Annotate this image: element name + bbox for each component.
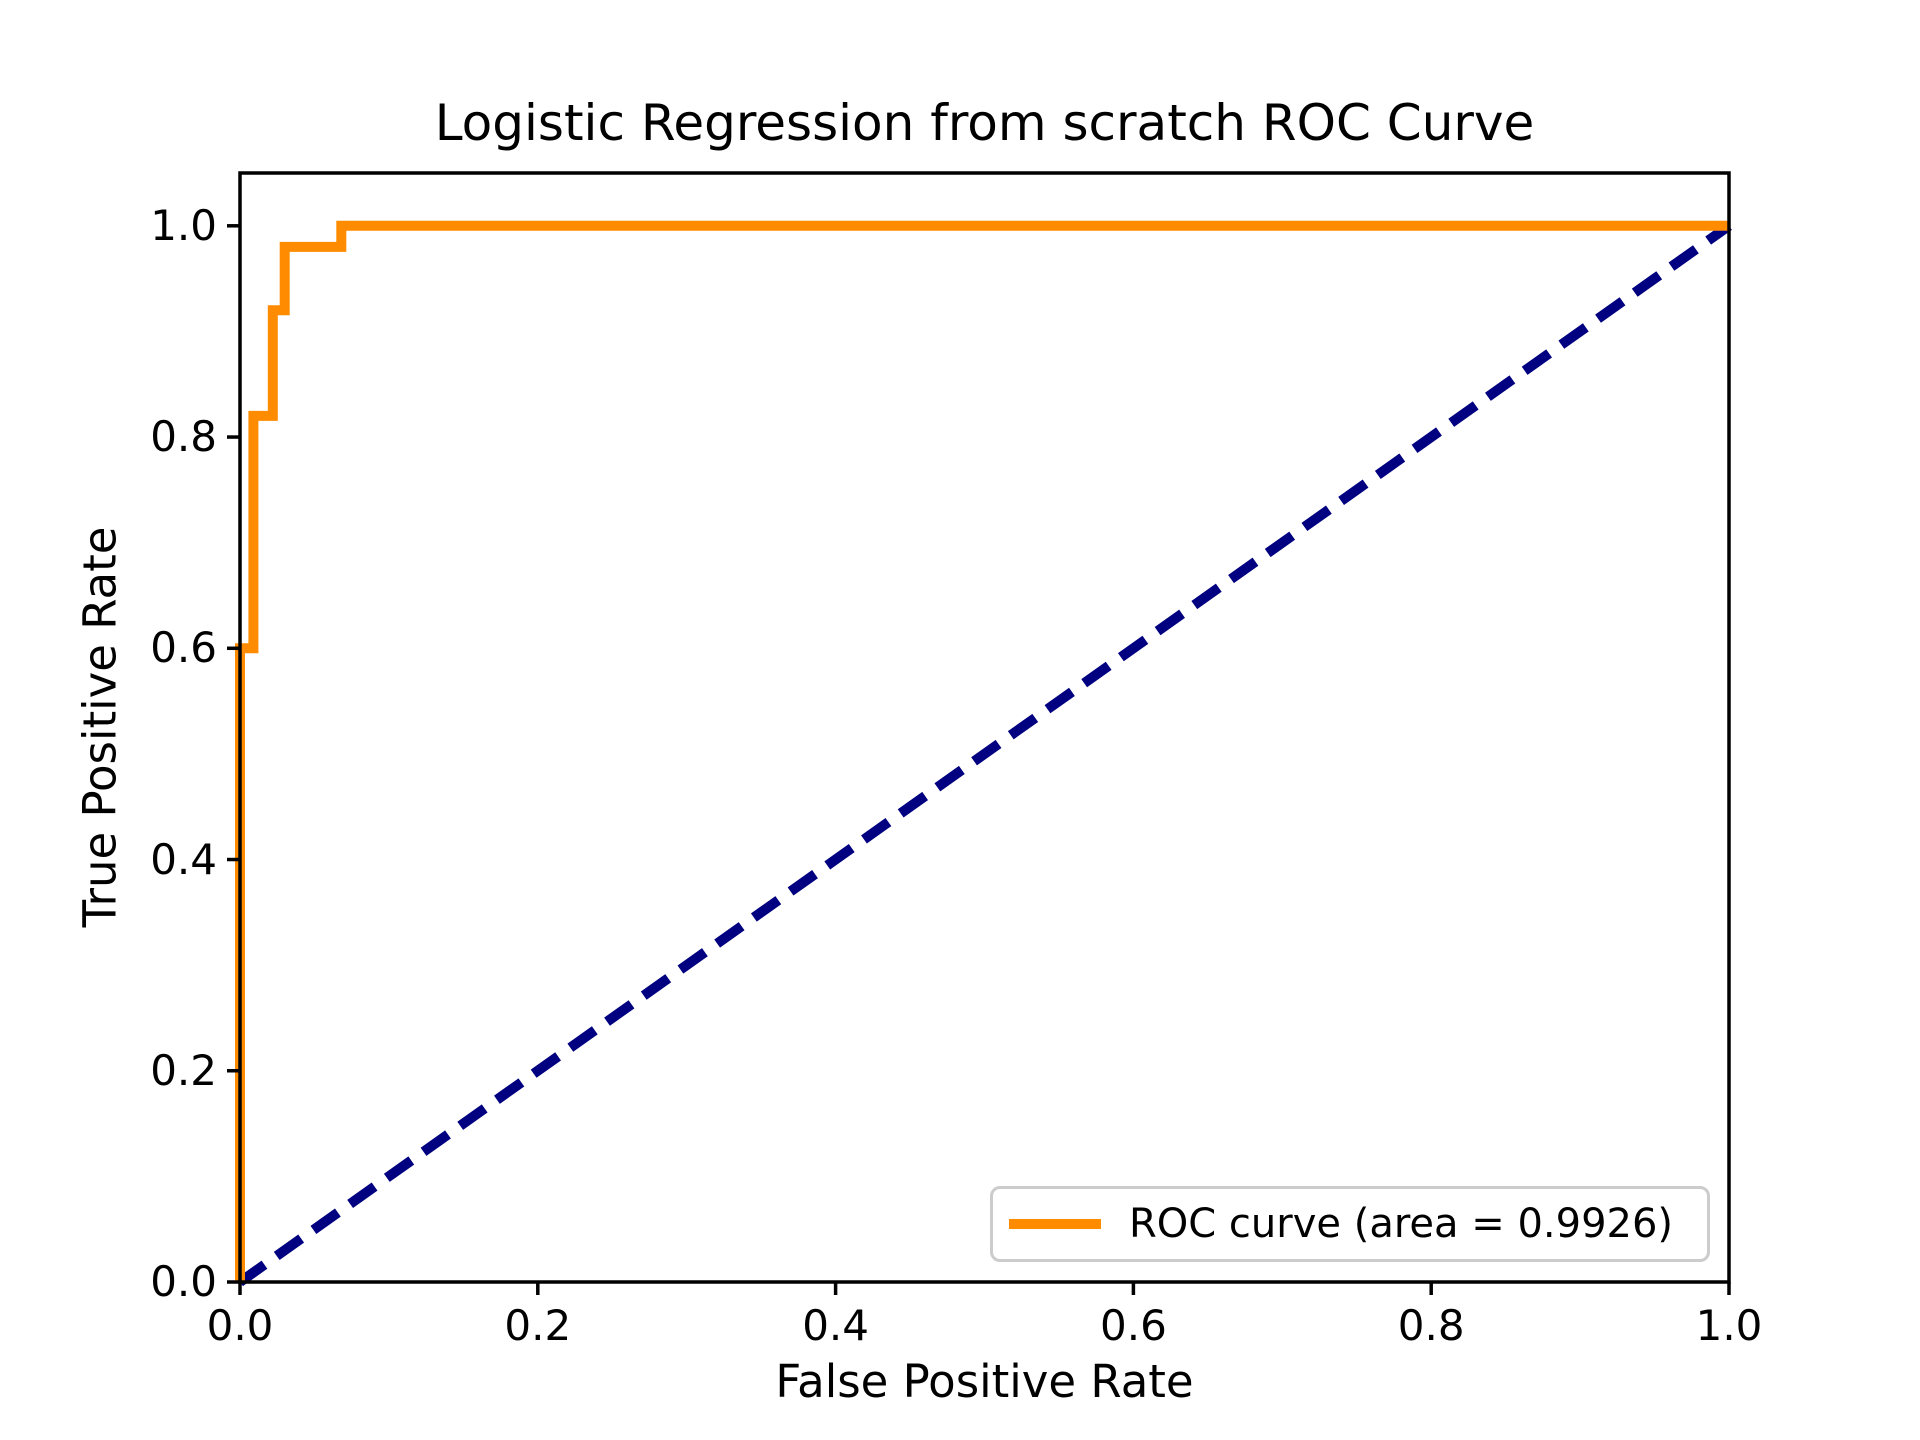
- x-tick-label: 0.2: [504, 1301, 572, 1350]
- x-tick-label: 0.8: [1397, 1301, 1465, 1350]
- legend-line-swatch: [1009, 1219, 1101, 1229]
- x-axis-label: False Positive Rate: [775, 1355, 1194, 1408]
- tick-marks: [227, 224, 1731, 1295]
- y-tick-label: 0.4: [150, 834, 217, 884]
- chance-diagonal-line: [237, 221, 1732, 1287]
- chart-title: Logistic Regression from scratch ROC Cur…: [434, 94, 1535, 152]
- plot-area-border: [238, 171, 1731, 1284]
- roc-curve-line: [235, 220, 1729, 1282]
- y-tick-label: 1.0: [150, 200, 217, 250]
- y-tick-label: 0.2: [150, 1045, 217, 1095]
- legend-label: ROC curve (area = 0.9926): [1129, 1201, 1674, 1247]
- x-tick-label: 0.4: [802, 1301, 869, 1350]
- y-tick-label: 0.6: [150, 623, 217, 673]
- y-tick-label: 0.0: [150, 1257, 217, 1306]
- x-tick-label: 0.0: [206, 1301, 274, 1350]
- x-tick-label: 0.6: [1099, 1301, 1167, 1350]
- x-tick-label: 1.0: [1695, 1301, 1763, 1350]
- y-tick-label: 0.8: [150, 412, 217, 462]
- legend: ROC curve (area = 0.9926): [990, 1186, 1710, 1262]
